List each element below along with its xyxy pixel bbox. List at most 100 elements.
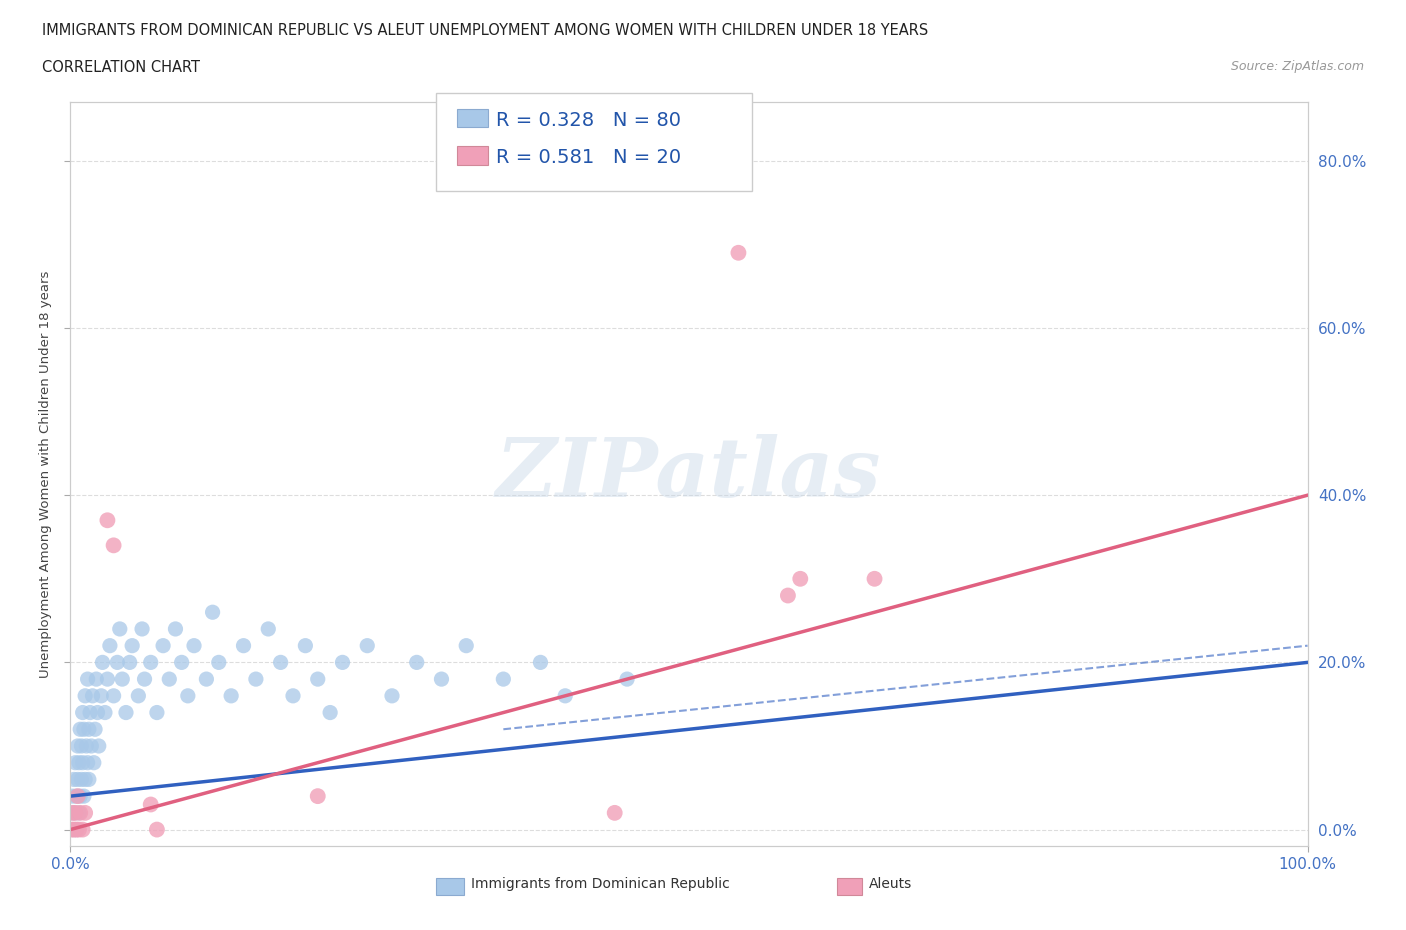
Point	[232, 638, 254, 653]
Point	[165, 621, 187, 636]
Point	[281, 688, 304, 703]
Point	[60, 822, 83, 837]
Point	[69, 805, 91, 820]
Point	[307, 789, 329, 804]
Point	[131, 621, 153, 636]
Point	[91, 655, 114, 670]
Point	[76, 671, 98, 686]
Point	[69, 722, 91, 737]
Point	[294, 638, 316, 653]
Point	[65, 822, 87, 837]
Point	[84, 722, 107, 737]
Point	[529, 655, 551, 670]
Point	[103, 688, 125, 703]
Point	[139, 655, 162, 670]
Point	[65, 789, 87, 804]
Point	[554, 688, 576, 703]
Point	[863, 571, 886, 586]
Point	[603, 805, 626, 820]
Point	[405, 655, 427, 670]
Text: CORRELATION CHART: CORRELATION CHART	[42, 60, 200, 75]
Point	[195, 671, 218, 686]
Point	[84, 671, 107, 686]
Point	[332, 655, 354, 670]
Point	[103, 538, 125, 552]
Point	[319, 705, 342, 720]
Point	[139, 797, 162, 812]
Point	[727, 246, 749, 260]
Point	[96, 512, 118, 527]
Point	[170, 655, 193, 670]
Point	[77, 772, 100, 787]
Point	[127, 688, 149, 703]
Text: Source: ZipAtlas.com: Source: ZipAtlas.com	[1230, 60, 1364, 73]
Text: ZIPatlas: ZIPatlas	[496, 434, 882, 514]
Point	[492, 671, 515, 686]
Point	[105, 655, 128, 670]
Point	[115, 705, 138, 720]
Point	[66, 772, 89, 787]
Point	[73, 722, 96, 737]
Point	[69, 789, 91, 804]
Point	[75, 738, 97, 753]
Point	[65, 805, 87, 820]
Point	[94, 705, 117, 720]
Point	[87, 738, 110, 753]
Text: R = 0.581   N = 20: R = 0.581 N = 20	[496, 148, 682, 166]
Point	[75, 688, 97, 703]
Point	[146, 705, 169, 720]
Point	[83, 755, 105, 770]
Point	[67, 755, 90, 770]
Point	[75, 805, 97, 820]
Point	[65, 805, 87, 820]
Y-axis label: Unemployment Among Women with Children Under 18 years: Unemployment Among Women with Children U…	[39, 271, 52, 678]
Point	[789, 571, 811, 586]
Text: Immigrants from Dominican Republic: Immigrants from Dominican Republic	[471, 876, 730, 891]
Point	[96, 671, 118, 686]
Point	[108, 621, 131, 636]
Point	[72, 705, 94, 720]
Point	[219, 688, 242, 703]
Point	[121, 638, 143, 653]
Point	[70, 772, 93, 787]
Point	[381, 688, 404, 703]
Point	[63, 772, 86, 787]
Point	[66, 789, 89, 804]
Point	[72, 755, 94, 770]
Point	[63, 822, 86, 837]
Point	[152, 638, 174, 653]
Point	[356, 638, 378, 653]
Point	[307, 671, 329, 686]
Point	[73, 789, 96, 804]
Point	[616, 671, 638, 686]
Point	[257, 621, 280, 636]
Point	[65, 755, 87, 770]
Text: R = 0.328   N = 80: R = 0.328 N = 80	[496, 111, 682, 129]
Point	[67, 822, 90, 837]
Point	[111, 671, 134, 686]
Text: Aleuts: Aleuts	[869, 876, 912, 891]
Point	[62, 789, 84, 804]
Point	[80, 738, 103, 753]
Point	[82, 688, 104, 703]
Point	[157, 671, 180, 686]
Point	[66, 738, 89, 753]
Point	[70, 738, 93, 753]
Point	[79, 705, 101, 720]
Point	[146, 822, 169, 837]
Point	[86, 705, 108, 720]
Point	[75, 772, 97, 787]
Point	[72, 822, 94, 837]
Point	[63, 822, 86, 837]
Text: IMMIGRANTS FROM DOMINICAN REPUBLIC VS ALEUT UNEMPLOYMENT AMONG WOMEN WITH CHILDR: IMMIGRANTS FROM DOMINICAN REPUBLIC VS AL…	[42, 23, 928, 38]
Point	[456, 638, 478, 653]
Point	[76, 755, 98, 770]
Point	[270, 655, 292, 670]
Point	[98, 638, 121, 653]
Point	[77, 722, 100, 737]
Point	[201, 604, 224, 619]
Point	[67, 805, 90, 820]
Point	[245, 671, 267, 686]
Point	[430, 671, 453, 686]
Point	[62, 805, 84, 820]
